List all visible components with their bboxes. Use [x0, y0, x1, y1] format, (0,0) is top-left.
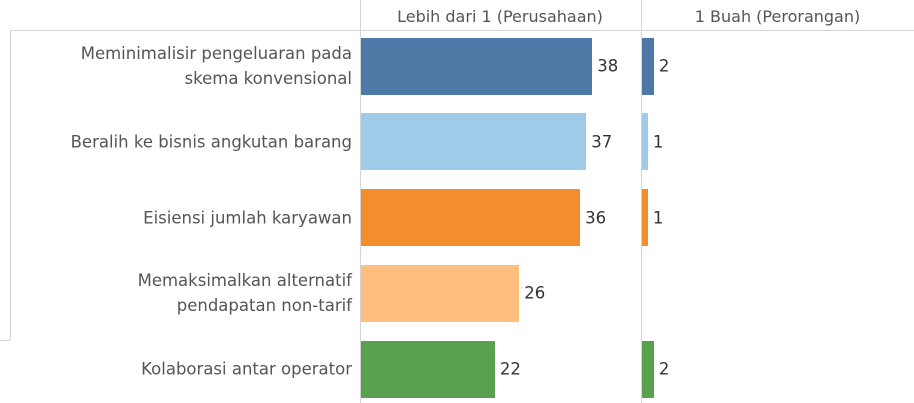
- bar: [361, 113, 587, 171]
- value-label: 2: [658, 359, 670, 379]
- value-label: 1: [652, 208, 664, 228]
- bar: [642, 113, 648, 171]
- panel-title: Lebih dari 1 (Perusahaan): [397, 7, 603, 26]
- bar: [642, 189, 648, 247]
- bar: [642, 37, 654, 95]
- panel-rule: [360, 0, 361, 403]
- category-label: Kolaborasi antar operator: [141, 359, 352, 379]
- value-label: 38: [597, 56, 619, 76]
- bar: [361, 264, 520, 322]
- value-label: 37: [591, 132, 613, 152]
- category-label: Meminimalisir pengeluaran pada skema kon…: [80, 44, 352, 88]
- bar: [361, 189, 581, 247]
- value-label: 1: [652, 132, 664, 152]
- bar: [642, 340, 654, 398]
- panel-title: 1 Buah (Perorangan): [694, 7, 861, 26]
- corner-rule: [0, 340, 10, 341]
- value-label: 36: [585, 208, 607, 228]
- value-label: 26: [524, 283, 546, 303]
- value-label: 22: [499, 359, 521, 379]
- category-label: Eisiensi jumlah karyawan: [143, 208, 352, 228]
- value-label: 2: [658, 56, 670, 76]
- header-rule: [10, 30, 914, 31]
- category-label: Memaksimalkan alternatif pendapatan non-…: [137, 271, 352, 316]
- category-label: Beralih ke bisnis angkutan barang: [70, 132, 352, 152]
- left-rule: [10, 30, 11, 340]
- bar: [361, 340, 495, 398]
- bar: [361, 37, 593, 95]
- panel-rule: [641, 0, 642, 403]
